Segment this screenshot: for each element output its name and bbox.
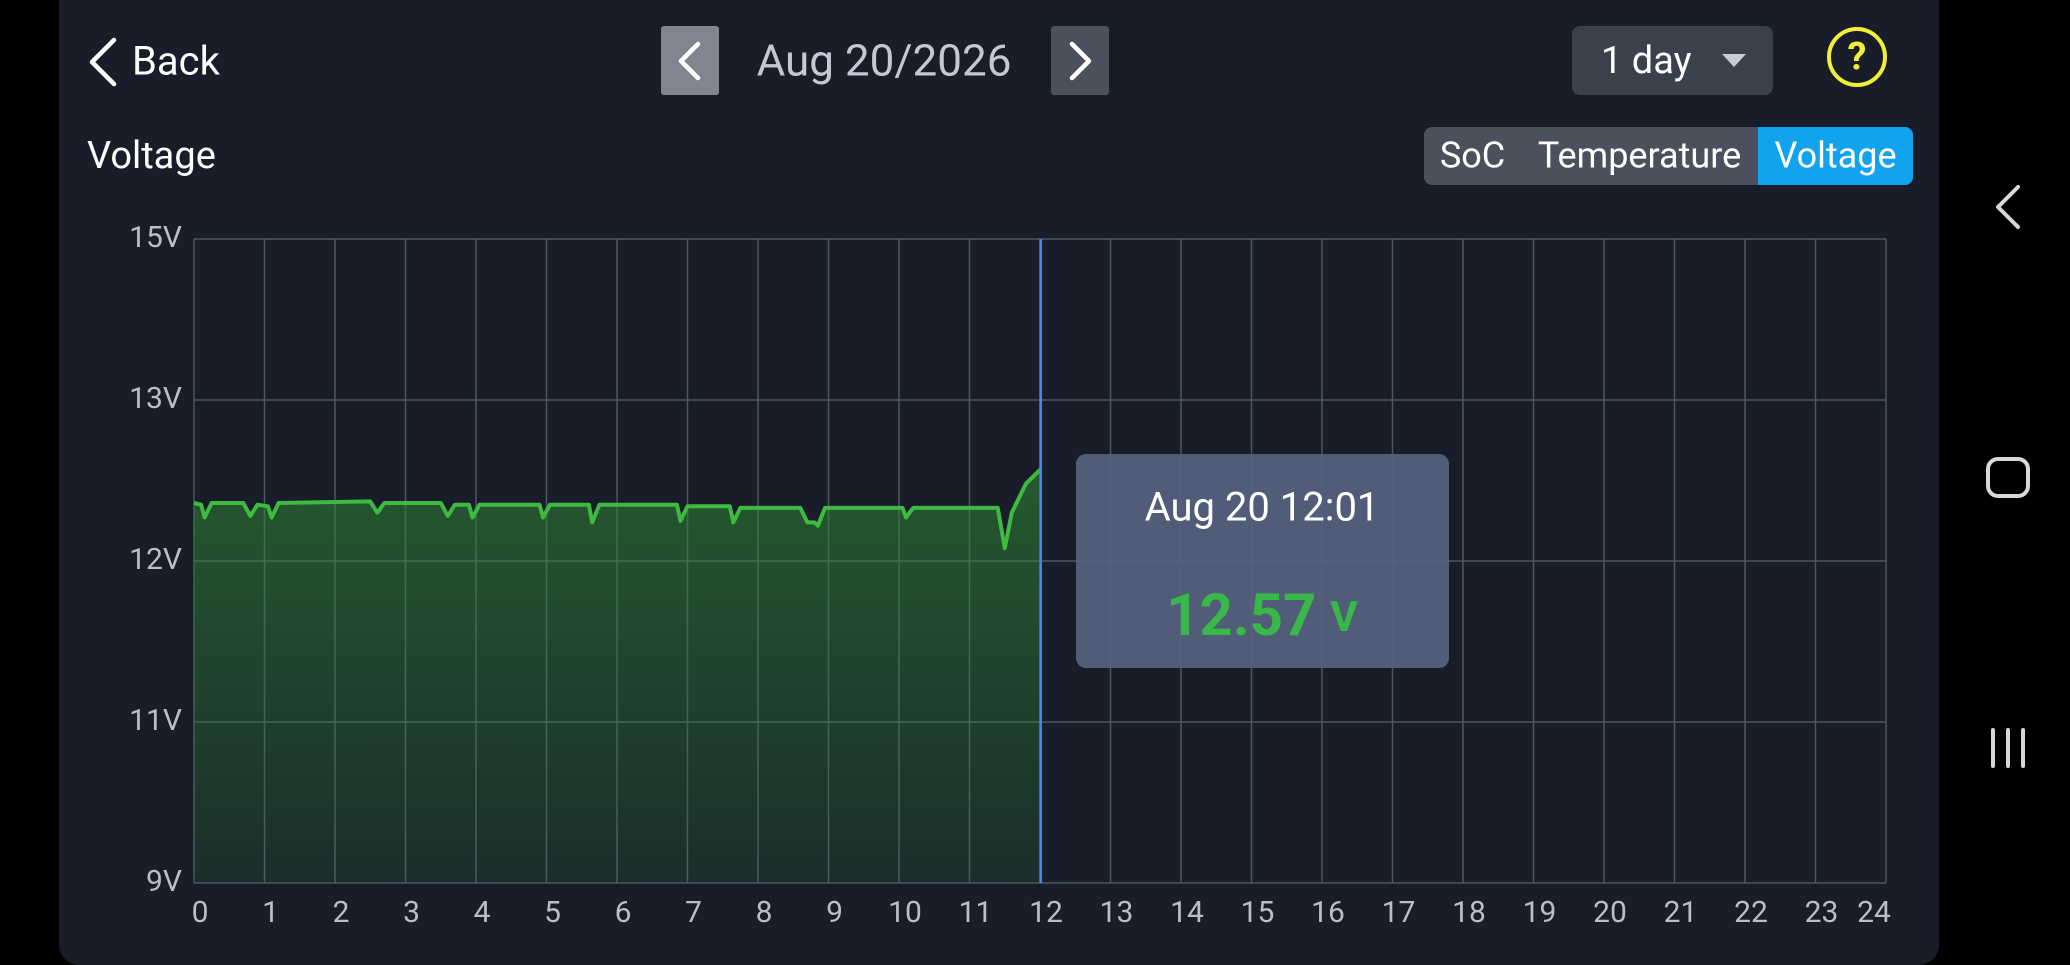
prev-date-button[interactable]	[661, 26, 719, 95]
tab-active-corner	[1758, 127, 1768, 185]
help-icon: ?	[1848, 35, 1867, 79]
tooltip-unit: V	[1330, 593, 1358, 642]
y-tick-label: 9V	[146, 864, 182, 899]
x-tick-label: 7	[685, 895, 702, 930]
x-tick-label: 11	[959, 895, 993, 930]
tab-label[interactable]: Temperature	[1538, 135, 1741, 177]
nav-home[interactable]	[1986, 457, 2030, 498]
system-nav	[1986, 185, 2030, 768]
dropdown-arrow	[1722, 54, 1746, 67]
voltage-line	[193, 467, 1043, 551]
nav-recent[interactable]	[1991, 728, 2025, 768]
tab-label[interactable]: SoC	[1440, 135, 1505, 177]
x-tick-label: 21	[1664, 895, 1698, 930]
prev-icon	[678, 41, 701, 81]
range-label: 1 day	[1601, 39, 1692, 83]
x-tick-label: 5	[544, 895, 561, 930]
tab-label[interactable]: Voltage	[1774, 135, 1896, 177]
x-tick-label: 14	[1170, 895, 1204, 930]
tab-group: SoC Temperature Voltage	[1424, 127, 1913, 185]
x-tick-label: 19	[1523, 895, 1557, 930]
range-dropdown[interactable]	[1572, 26, 1773, 95]
tooltip-value-line: 12.57 V	[1166, 582, 1358, 650]
x-tick-label: 20	[1593, 895, 1627, 930]
x-tick-label: 17	[1382, 895, 1416, 930]
x-tick-label: 9	[826, 895, 843, 930]
tooltip-label: Aug 20 12:01	[1145, 484, 1380, 531]
next-icon	[1069, 41, 1092, 81]
help-button[interactable]	[1827, 27, 1887, 87]
tooltip-value: 12.57	[1166, 582, 1316, 650]
x-tick-label: 1	[262, 895, 279, 930]
tab-active[interactable]	[1758, 127, 1913, 185]
x-tick-label: 10	[888, 895, 922, 930]
x-tick-label: 13	[1100, 895, 1134, 930]
nav-back[interactable]	[1996, 185, 2020, 229]
x-tick-label: 23	[1805, 895, 1839, 930]
back-icon	[89, 37, 117, 87]
x-tick-label: 0	[192, 895, 209, 930]
tooltip: Aug 20 12:01 12.57 V	[1076, 454, 1449, 668]
back-label: Back	[132, 38, 221, 85]
back-button[interactable]: Back	[89, 37, 221, 87]
x-tick-label: 3	[403, 895, 420, 930]
chart-title: Voltage	[87, 134, 216, 178]
area-fill	[194, 469, 1041, 883]
y-tick-label: 12V	[129, 542, 182, 577]
x-tick-label: 24	[1857, 895, 1891, 930]
y-tick-label: 15V	[129, 220, 182, 255]
tooltip-box	[1076, 454, 1449, 668]
x-tick-label: 2	[333, 895, 350, 930]
x-tick-label: 18	[1452, 895, 1486, 930]
x-tick-label: 8	[756, 895, 773, 930]
y-tick-label: 11V	[129, 703, 182, 738]
date-label: Aug 20/2026	[757, 35, 1012, 87]
next-date-button[interactable]	[1051, 26, 1109, 95]
x-tick-label: 16	[1311, 895, 1345, 930]
x-tick-label: 6	[615, 895, 632, 930]
x-tick-label: 22	[1734, 895, 1768, 930]
x-tick-label: 15	[1241, 895, 1275, 930]
x-tick-label: 12	[1029, 895, 1063, 930]
x-tick-label: 4	[474, 895, 491, 930]
y-tick-label: 13V	[129, 381, 182, 416]
